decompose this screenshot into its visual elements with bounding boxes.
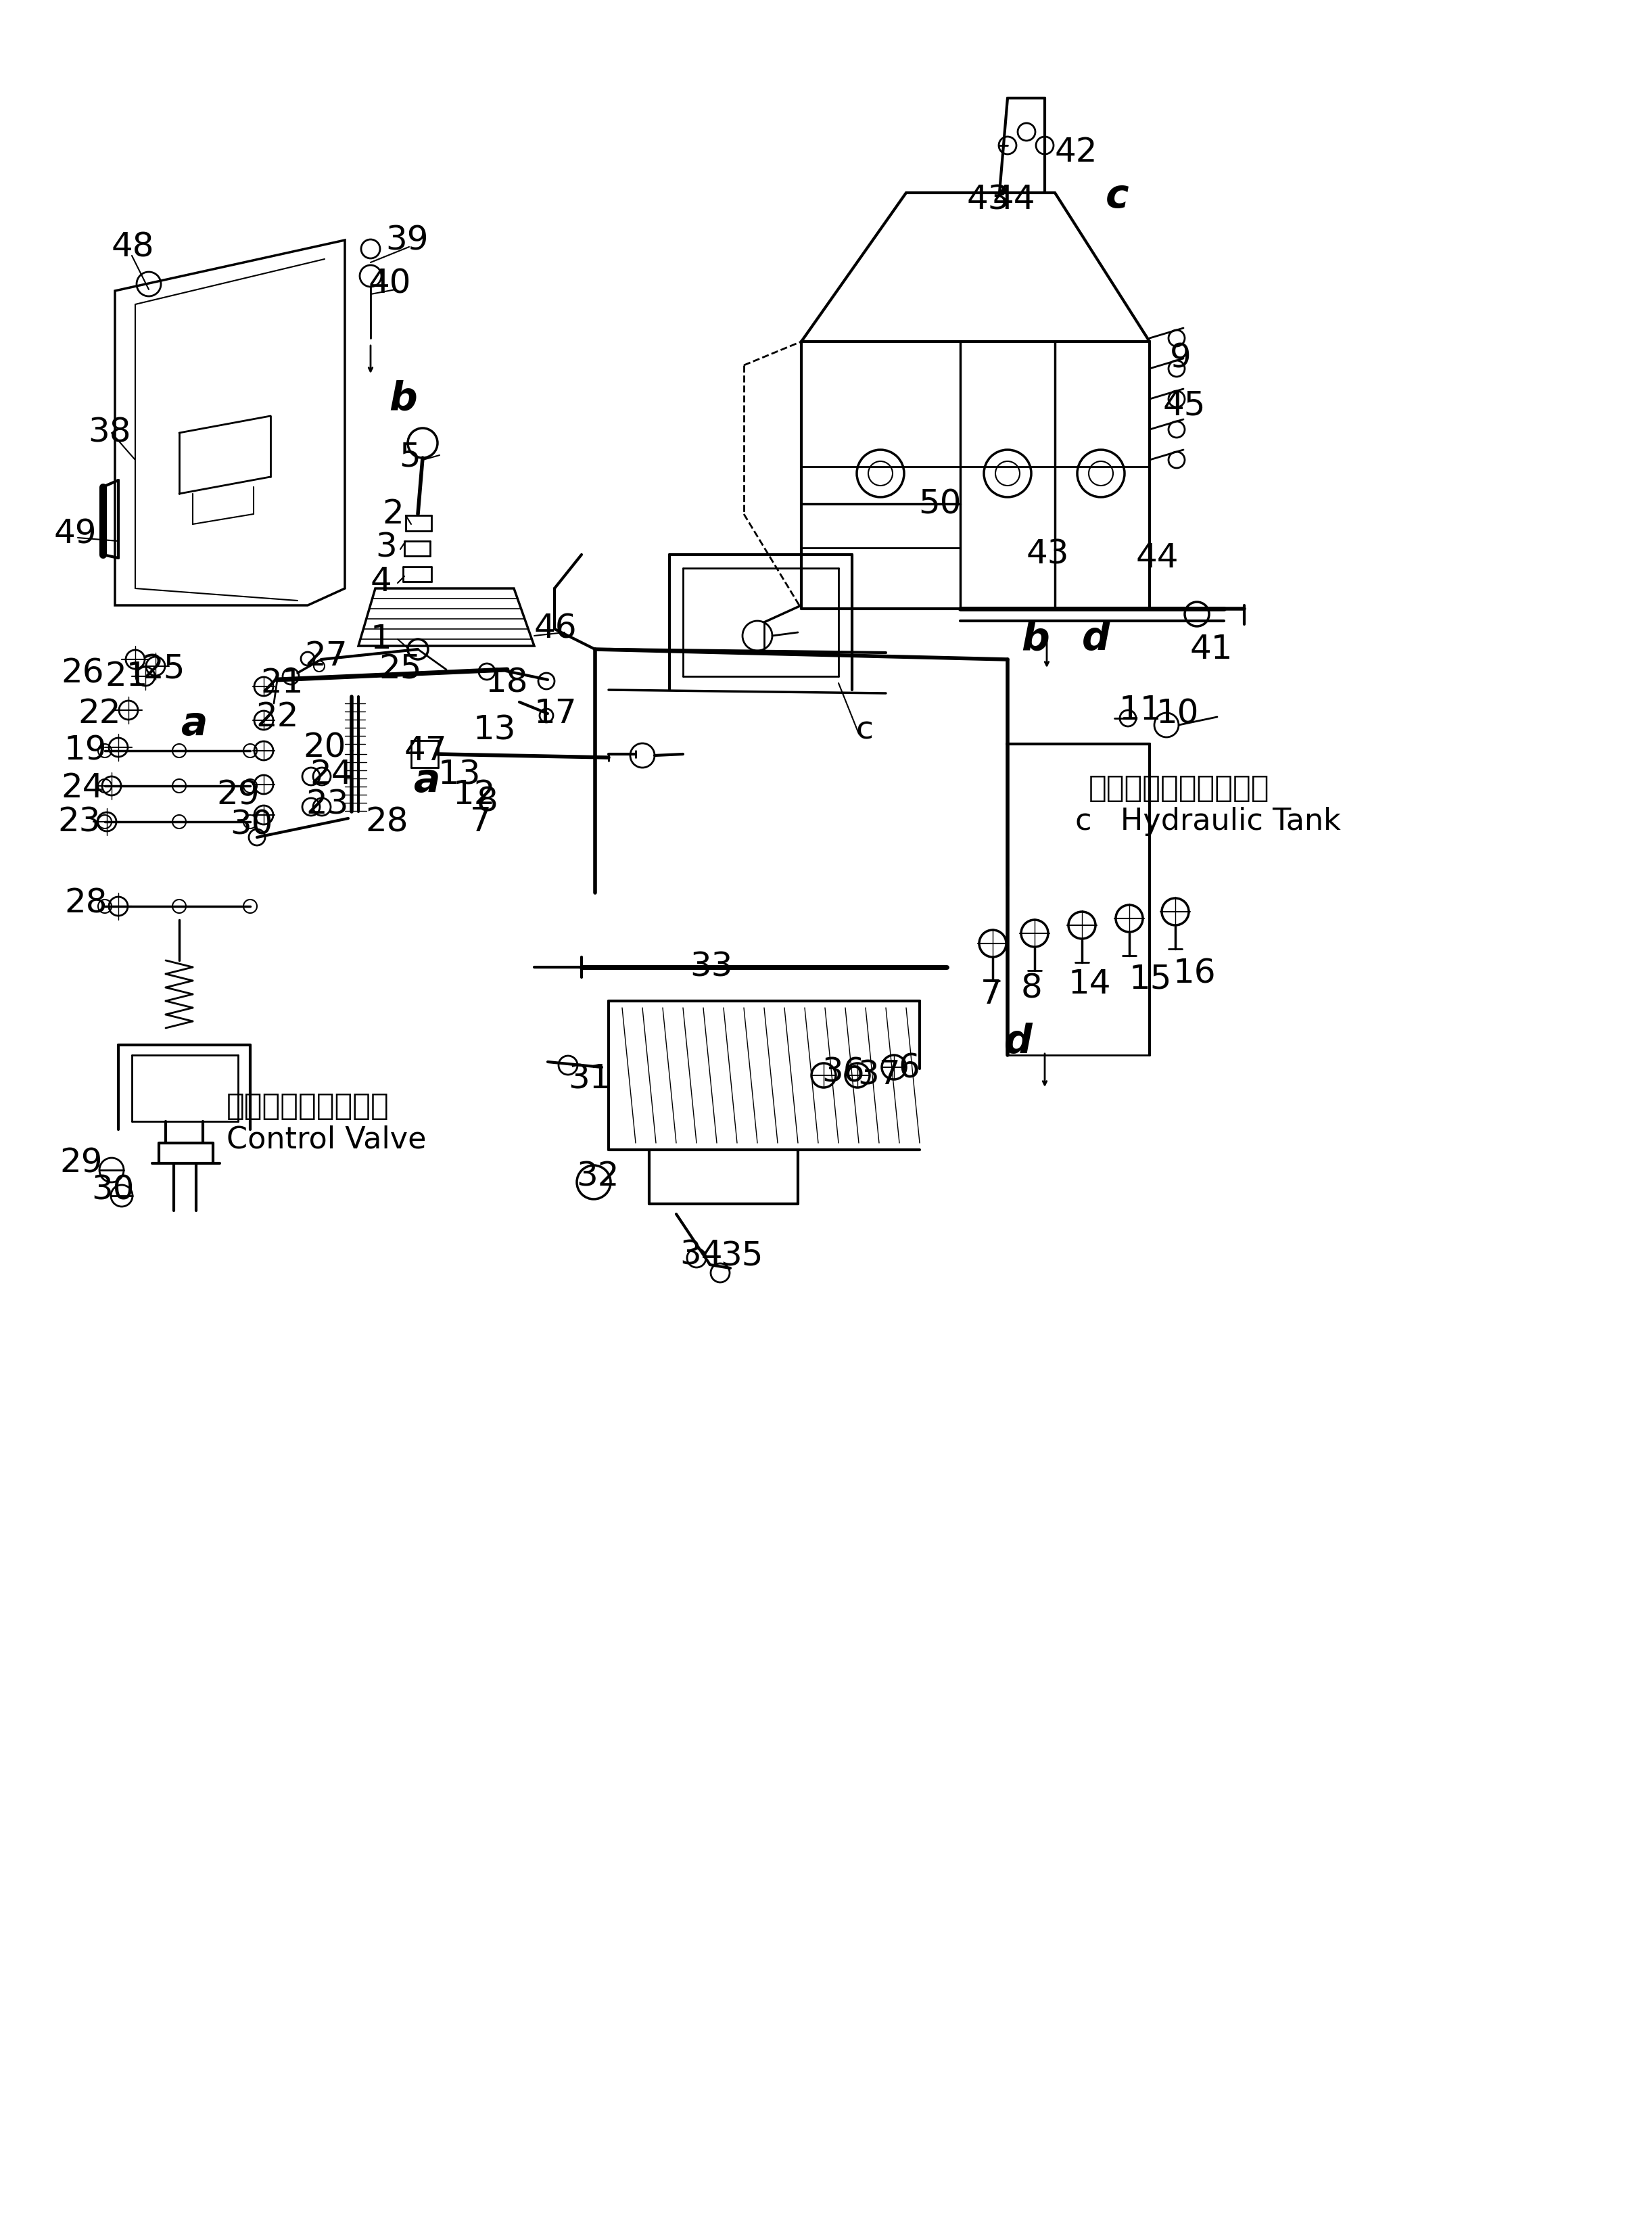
Text: 26: 26 xyxy=(61,656,104,689)
Text: コントロールバルブ: コントロールバルブ xyxy=(226,1092,390,1121)
Text: 21: 21 xyxy=(261,667,304,700)
Text: 22: 22 xyxy=(78,698,121,729)
Text: 9: 9 xyxy=(1170,343,1191,374)
Text: 44: 44 xyxy=(1137,543,1180,574)
Text: 7: 7 xyxy=(469,806,492,837)
Text: 2: 2 xyxy=(382,498,403,529)
Text: 42: 42 xyxy=(1056,135,1099,168)
Text: 14: 14 xyxy=(1069,968,1112,1001)
Text: 4: 4 xyxy=(370,565,392,598)
Text: 31: 31 xyxy=(568,1063,611,1094)
Text: 44: 44 xyxy=(993,184,1036,215)
Text: 18: 18 xyxy=(486,667,529,700)
Text: 43: 43 xyxy=(966,184,1009,215)
Text: 11: 11 xyxy=(1118,693,1161,727)
Text: 12: 12 xyxy=(453,777,496,811)
Text: a: a xyxy=(182,704,208,742)
Text: ハイドロリックタンク: ハイドロリックタンク xyxy=(1089,773,1270,802)
Text: 49: 49 xyxy=(55,518,97,552)
Text: 25: 25 xyxy=(142,653,185,687)
Text: 43: 43 xyxy=(1026,538,1069,571)
Text: 27: 27 xyxy=(304,640,347,673)
Text: 17: 17 xyxy=(534,698,577,729)
Text: c: c xyxy=(1105,177,1128,215)
Text: 8: 8 xyxy=(477,786,499,817)
Text: c   Hydraulic Tank: c Hydraulic Tank xyxy=(1075,806,1341,837)
Text: 33: 33 xyxy=(691,950,733,983)
Text: 10: 10 xyxy=(1156,698,1199,729)
Text: 6: 6 xyxy=(899,1052,920,1085)
Text: 23: 23 xyxy=(306,789,349,822)
Text: 29: 29 xyxy=(59,1147,102,1181)
Text: 25: 25 xyxy=(378,653,421,687)
Text: 21: 21 xyxy=(104,660,147,693)
Text: 48: 48 xyxy=(112,230,155,264)
Text: 28: 28 xyxy=(365,806,408,837)
Text: 34: 34 xyxy=(679,1238,722,1271)
Text: 15: 15 xyxy=(1130,964,1173,995)
Text: 29: 29 xyxy=(216,777,259,811)
Text: d: d xyxy=(1004,1023,1032,1061)
Text: 22: 22 xyxy=(256,700,299,733)
Text: b: b xyxy=(1021,620,1049,658)
Text: 3: 3 xyxy=(375,532,396,565)
Text: 40: 40 xyxy=(368,268,411,301)
Text: 39: 39 xyxy=(385,224,428,257)
Text: 23: 23 xyxy=(58,806,101,837)
Text: 13: 13 xyxy=(438,758,481,791)
Text: 47: 47 xyxy=(405,735,448,766)
Text: 41: 41 xyxy=(1189,633,1232,664)
Text: 38: 38 xyxy=(88,416,131,450)
Text: 45: 45 xyxy=(1163,390,1206,423)
Text: 19: 19 xyxy=(64,735,107,766)
Text: 30: 30 xyxy=(91,1174,134,1207)
Text: d: d xyxy=(1082,620,1110,658)
Text: 8: 8 xyxy=(1021,972,1042,1006)
Text: 20: 20 xyxy=(302,731,345,764)
Text: 37: 37 xyxy=(857,1059,900,1092)
Text: 24: 24 xyxy=(61,771,104,804)
Text: c: c xyxy=(856,715,872,746)
Text: 46: 46 xyxy=(534,614,577,645)
Text: 35: 35 xyxy=(720,1240,763,1274)
Text: a: a xyxy=(415,762,441,800)
Text: 16: 16 xyxy=(1173,957,1216,990)
Text: 24: 24 xyxy=(309,758,352,791)
Text: 50: 50 xyxy=(919,487,961,521)
Text: b: b xyxy=(388,379,416,419)
Text: 7: 7 xyxy=(981,979,1003,1010)
Text: 13: 13 xyxy=(474,713,517,746)
Text: 5: 5 xyxy=(400,441,421,472)
Text: 1: 1 xyxy=(370,622,392,656)
Text: 32: 32 xyxy=(577,1161,620,1194)
Text: 28: 28 xyxy=(64,886,107,919)
Text: 30: 30 xyxy=(230,808,273,842)
Text: Control Valve: Control Valve xyxy=(226,1125,426,1154)
Text: 36: 36 xyxy=(821,1057,864,1088)
